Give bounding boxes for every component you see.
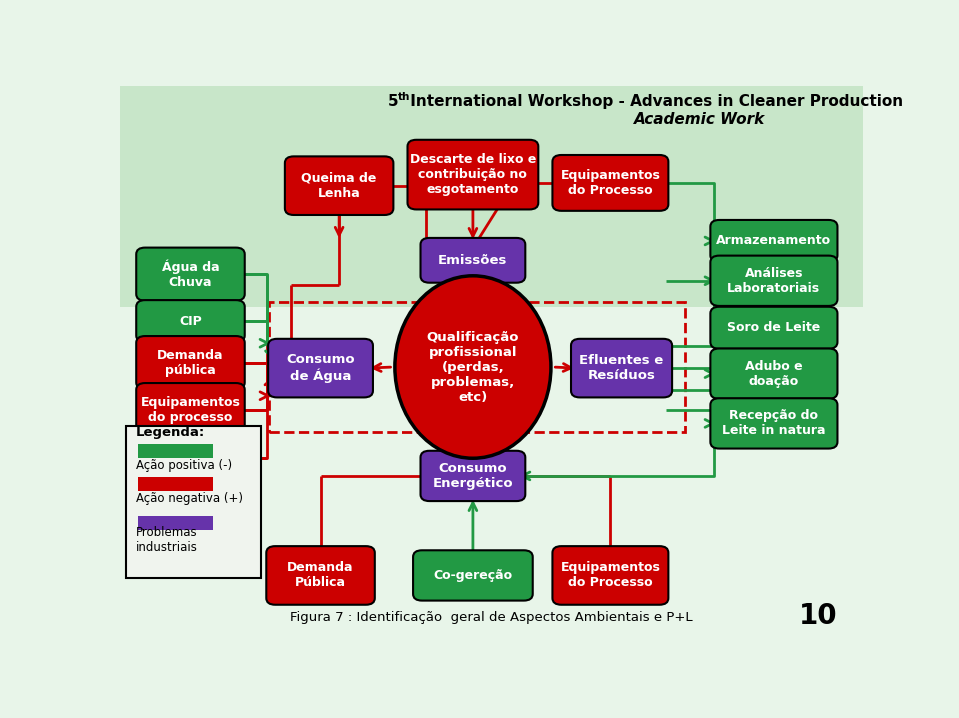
FancyBboxPatch shape — [269, 339, 373, 398]
FancyBboxPatch shape — [408, 140, 538, 210]
Text: Problemas
industriais: Problemas industriais — [136, 526, 199, 554]
Text: Equipamentos
do Processo: Equipamentos do Processo — [560, 561, 661, 589]
FancyBboxPatch shape — [711, 220, 837, 262]
FancyBboxPatch shape — [136, 248, 245, 301]
FancyBboxPatch shape — [285, 157, 393, 215]
Text: th: th — [398, 92, 410, 102]
Bar — [120, 307, 863, 639]
Text: Consumo
de Água: Consumo de Água — [286, 353, 355, 383]
Text: Demanda
pública: Demanda pública — [157, 349, 223, 376]
FancyBboxPatch shape — [136, 383, 245, 436]
Bar — [138, 516, 213, 530]
FancyBboxPatch shape — [552, 546, 668, 605]
Text: Análises
Laboratoriais: Análises Laboratoriais — [727, 267, 821, 295]
FancyBboxPatch shape — [136, 336, 245, 389]
Text: Água da
Chuva: Água da Chuva — [162, 259, 220, 289]
Text: Queima de
Lenha: Queima de Lenha — [301, 172, 377, 200]
FancyBboxPatch shape — [267, 546, 375, 605]
FancyBboxPatch shape — [571, 339, 672, 398]
Text: Academic Work: Academic Work — [634, 112, 765, 127]
Bar — [120, 86, 863, 307]
FancyBboxPatch shape — [413, 550, 533, 600]
Text: Ação negativa (+): Ação negativa (+) — [136, 492, 244, 505]
FancyBboxPatch shape — [711, 307, 837, 349]
Text: Adubo e
doação: Adubo e doação — [745, 360, 803, 388]
Text: Emissões: Emissões — [438, 253, 507, 267]
FancyBboxPatch shape — [552, 155, 668, 211]
Text: International Workshop - Advances in Cleaner Production: International Workshop - Advances in Cle… — [406, 93, 903, 108]
Text: Figura 7 : Identificação  geral de Aspectos Ambientais e P+L: Figura 7 : Identificação geral de Aspect… — [291, 611, 692, 625]
Text: 5: 5 — [387, 93, 398, 108]
Text: Legenda:: Legenda: — [136, 426, 205, 439]
Bar — [138, 477, 213, 491]
Text: Qualificação
profissional
(perdas,
problemas,
etc): Qualificação profissional (perdas, probl… — [427, 330, 519, 404]
Text: Ação positiva (-): Ação positiva (-) — [136, 459, 232, 472]
Text: Demanda
Pública: Demanda Pública — [288, 561, 354, 589]
FancyBboxPatch shape — [711, 256, 837, 306]
Bar — [138, 444, 213, 457]
Text: 10: 10 — [799, 602, 838, 630]
Text: Co-gereção: Co-gereção — [433, 569, 512, 582]
FancyBboxPatch shape — [711, 348, 837, 398]
Text: Recepção do
Leite in natura: Recepção do Leite in natura — [722, 409, 826, 437]
Text: Equipamentos
do processo: Equipamentos do processo — [141, 396, 241, 424]
FancyBboxPatch shape — [420, 238, 526, 283]
FancyBboxPatch shape — [420, 451, 526, 501]
Text: Equipamentos
do Processo: Equipamentos do Processo — [560, 169, 661, 197]
Text: CIP: CIP — [179, 314, 201, 327]
Text: Análises
Laboratoriais: Análises Laboratoriais — [144, 444, 237, 472]
Text: Armazenamento: Armazenamento — [716, 235, 831, 248]
FancyBboxPatch shape — [126, 426, 261, 578]
Text: Consumo
Energético: Consumo Energético — [433, 462, 513, 490]
FancyBboxPatch shape — [136, 300, 245, 342]
Ellipse shape — [395, 276, 550, 458]
FancyBboxPatch shape — [136, 431, 245, 484]
Text: Efluentes e
Resíduos: Efluentes e Resíduos — [579, 354, 664, 382]
Text: Soro de Leite: Soro de Leite — [727, 321, 821, 335]
FancyBboxPatch shape — [711, 398, 837, 449]
Text: Descarte de lixo e
contribuição no
esgotamento: Descarte de lixo e contribuição no esgot… — [409, 153, 536, 196]
